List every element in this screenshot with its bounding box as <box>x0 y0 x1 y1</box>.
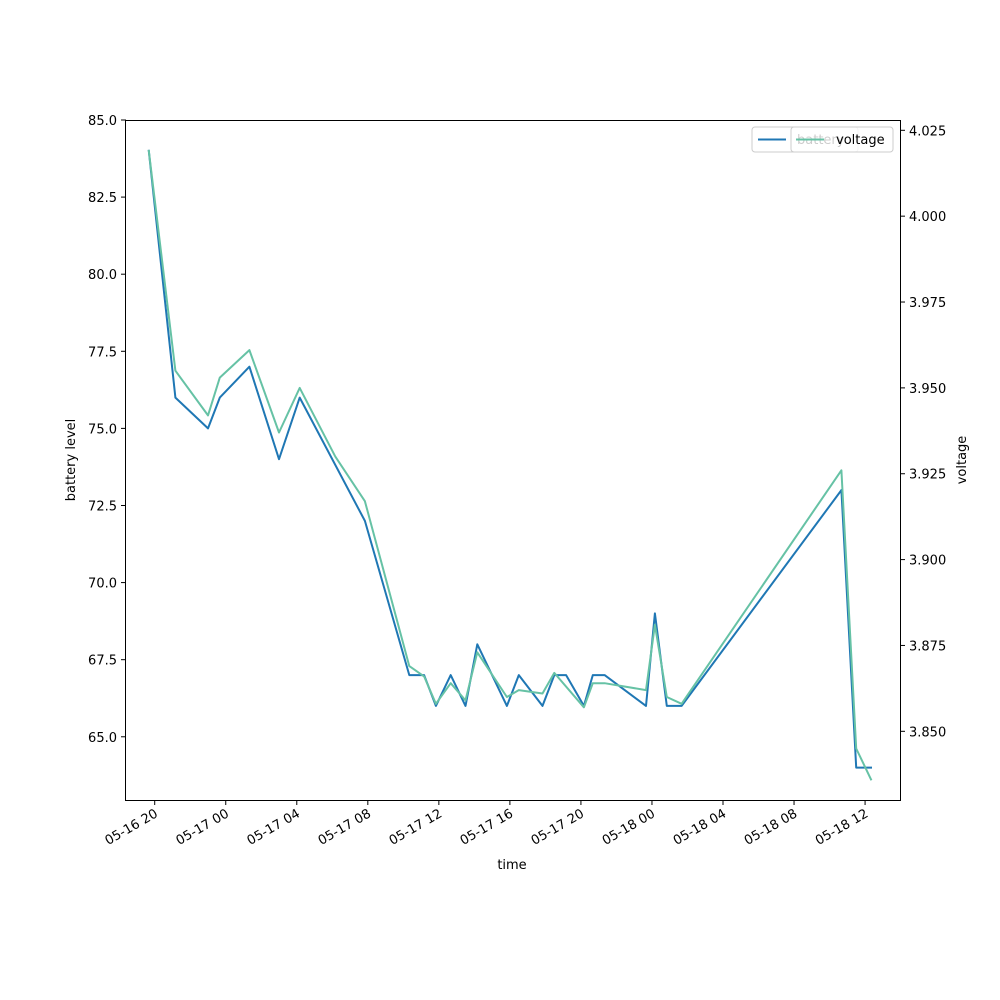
x-tick-label-4: 05-17 12 <box>387 806 445 848</box>
x-tick-label-8: 05-18 04 <box>671 806 729 848</box>
x-tick-label-7: 05-18 00 <box>600 806 658 848</box>
x-tick-label-5: 05-17 16 <box>458 806 516 848</box>
y-left-tick-label-4: 75.0 <box>88 422 117 437</box>
y-right-tick-label-2: 3.900 <box>909 554 946 569</box>
x-tick-label-1: 05-17 00 <box>174 806 232 848</box>
y-right-axis-ticks: 3.850 3.875 3.900 3.925 3.950 3.975 4.000 4.025 <box>900 124 946 740</box>
series-line-voltage <box>147 149 873 781</box>
y-left-tick-label-1: 67.5 <box>88 654 117 669</box>
y-left-tick-label-7: 82.5 <box>88 191 117 206</box>
x-axis-ticks: 05-16 20 05-17 00 05-17 04 05-17 08 05-17 12… <box>103 800 871 849</box>
x-axis-title: time <box>497 858 526 873</box>
y-left-tick-label-6: 80.0 <box>88 268 117 283</box>
series-layer <box>147 149 873 781</box>
x-tick-label-3: 05-17 08 <box>316 806 374 848</box>
y-right-tick-label-7: 4.025 <box>909 124 946 139</box>
y-left-axis-title: battery level <box>64 419 79 502</box>
y-left-tick-label-2: 70.0 <box>88 577 117 592</box>
y-left-tick-label-8: 85.0 <box>88 114 117 129</box>
y-right-tick-label-4: 3.950 <box>909 382 946 397</box>
x-tick-label-2: 05-17 04 <box>245 806 303 848</box>
y-left-tick-label-3: 72.5 <box>88 499 117 514</box>
y-left-axis-ticks: 65.0 67.5 70.0 72.5 75.0 77.5 80.0 82.5 85.0 <box>88 114 126 746</box>
x-tick-label-6: 05-17 20 <box>529 806 587 848</box>
series-line-battery <box>147 149 872 769</box>
plot-frame <box>125 120 901 801</box>
y-right-axis-title: voltage <box>955 436 970 485</box>
y-left-tick-label-0: 65.0 <box>88 731 117 746</box>
legend-voltage: voltage <box>790 126 894 153</box>
x-tick-label-10: 05-18 12 <box>813 806 871 848</box>
legend-voltage-label: voltage <box>836 133 885 148</box>
y-right-tick-label-0: 3.850 <box>909 725 946 740</box>
y-right-tick-label-1: 3.875 <box>909 639 946 654</box>
y-right-tick-label-3: 3.925 <box>909 468 946 483</box>
y-left-tick-label-5: 77.5 <box>88 345 117 360</box>
y-right-tick-label-6: 4.000 <box>909 210 946 225</box>
x-tick-label-9: 05-18 08 <box>742 806 800 848</box>
y-right-tick-label-5: 3.975 <box>909 296 946 311</box>
x-tick-label-0: 05-16 20 <box>103 806 161 848</box>
